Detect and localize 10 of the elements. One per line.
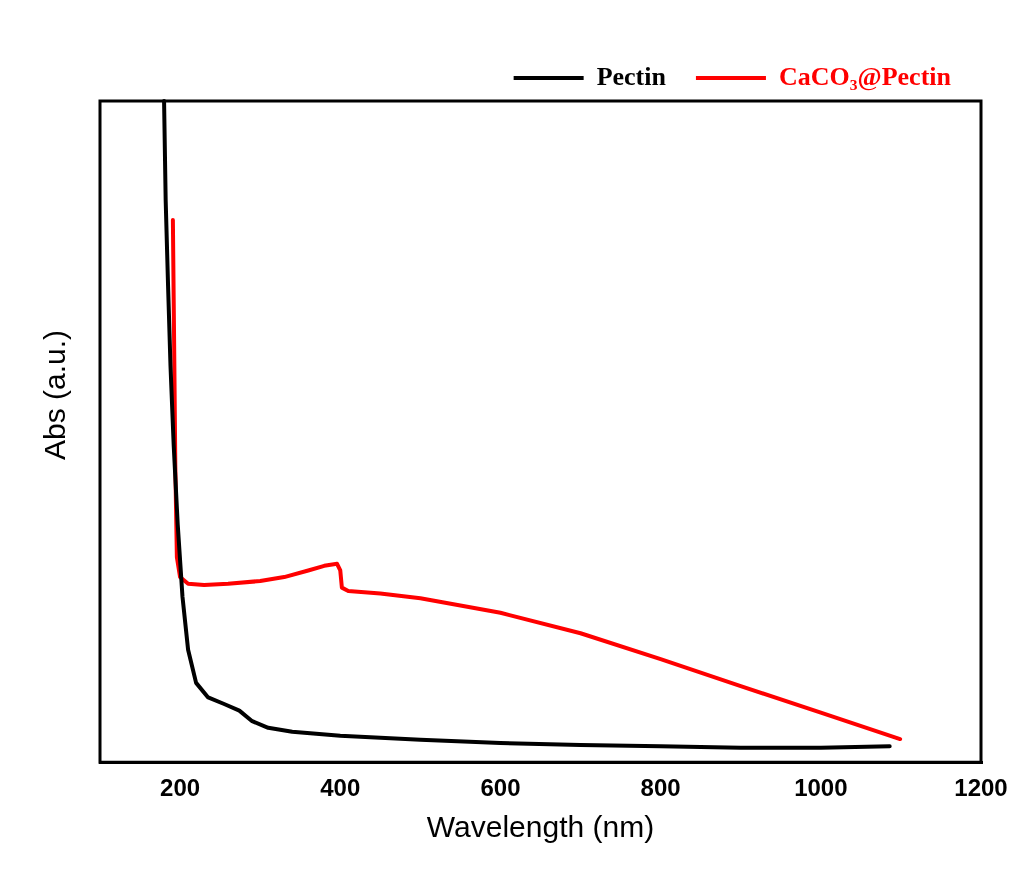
legend-label: CaCO₃@Pectin [778,61,952,91]
x-tick-label: 200 [160,774,201,802]
x-tick-label: 600 [480,774,521,802]
legend-label: Pectin [596,61,667,91]
x-tick-label: 400 [320,774,361,802]
x-tick-label: 1000 [794,774,848,802]
x-tick-label: 800 [640,774,681,802]
y-axis-title: Abs (a.u.) [38,329,72,461]
x-axis-title: Wavelength (nm) [426,810,655,844]
x-tick-label: 1200 [954,774,1008,802]
